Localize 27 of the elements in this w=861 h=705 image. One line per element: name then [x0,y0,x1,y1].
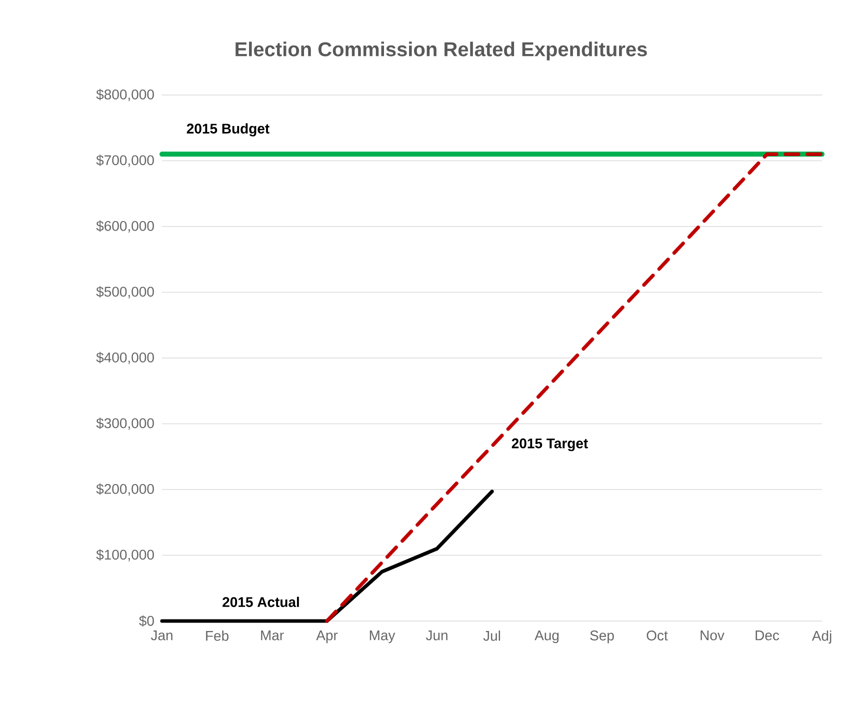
x-tick-label: May [370,630,396,644]
y-tick-label: $100,000 [96,549,154,562]
series-label: 2015 Target [512,438,588,452]
y-tick-label: $700,000 [96,154,154,167]
x-tick-label: Jan [150,630,172,640]
y-tick-label: $200,000 [96,483,154,496]
x-tick-label: Feb [206,630,228,641]
line-series [325,152,824,623]
x-tick-label: Adj [812,630,832,644]
y-tick-label: $800,000 [96,88,154,102]
series-label: 2015 Actual [222,596,299,608]
x-tick-label: Mar [261,630,284,640]
y-tick-label: $600,000 [96,220,154,233]
y-tick-label: $0 [139,615,154,627]
series-label: 2015 Budget [186,123,270,136]
y-tick-label: $300,000 [96,418,154,430]
x-tick-label: Jul [483,630,500,641]
y-tick-label: $500,000 [96,286,154,298]
x-tick-label: Oct [646,630,668,640]
x-tick-label: Apr [316,630,338,644]
x-tick-label: Sep [590,630,614,644]
x-tick-label: Aug [534,630,559,644]
chart-title: Election Commission Related Expenditures [236,42,647,60]
x-tick-label: Nov [700,630,724,640]
y-tick-label: $400,000 [96,352,154,364]
x-tick-label: Jun [426,630,448,640]
x-tick-label: Dec [756,630,780,640]
